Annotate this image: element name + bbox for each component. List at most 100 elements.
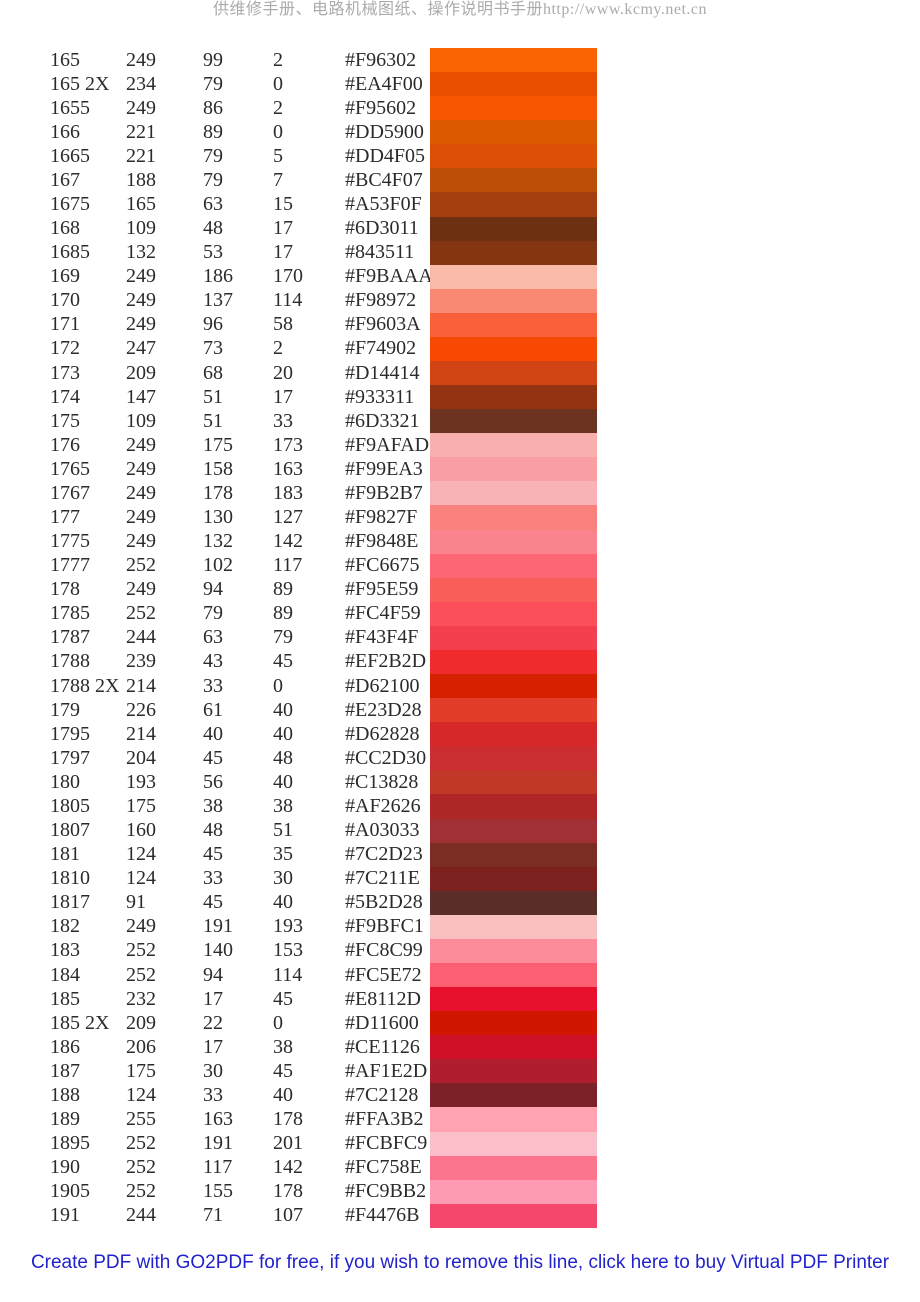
- red-value-cell: 214: [126, 722, 156, 745]
- table-row: 187 175 30 45 #AF1E2D: [50, 1059, 597, 1084]
- pantone-code-cell: 173: [50, 361, 80, 384]
- green-value-cell: 186: [203, 265, 233, 288]
- blue-value-cell: 38: [273, 794, 293, 817]
- table-row: 173 209 68 20 #D14414: [50, 361, 597, 386]
- color-swatch: [430, 1059, 597, 1084]
- red-value-cell: 252: [126, 939, 156, 962]
- go2pdf-footer-link[interactable]: Create PDF with GO2PDF for free, if you …: [30, 1252, 890, 1273]
- pantone-code-cell: 1788: [50, 650, 90, 673]
- blue-value-cell: 45: [273, 650, 293, 673]
- green-value-cell: 158: [203, 457, 233, 480]
- green-value-cell: 191: [203, 915, 233, 938]
- pantone-code-cell: 1905: [50, 1180, 90, 1203]
- hex-value-cell: #E8112D: [345, 987, 421, 1010]
- table-row: 1905 252 155 178 #FC9BB2: [50, 1179, 597, 1204]
- pantone-code-cell: 186: [50, 1035, 80, 1058]
- color-swatch: [430, 842, 597, 867]
- table-row: 185 232 17 45 #E8112D: [50, 987, 597, 1012]
- color-swatch: [430, 866, 597, 891]
- green-value-cell: 45: [203, 891, 223, 914]
- color-swatch: [430, 649, 597, 675]
- hex-value-cell: #EA4F00: [345, 72, 423, 95]
- green-value-cell: 79: [203, 168, 223, 191]
- hex-value-cell: #A03033: [345, 819, 420, 842]
- red-value-cell: 244: [126, 1204, 156, 1227]
- color-swatch: [430, 48, 597, 73]
- blue-value-cell: 45: [273, 987, 293, 1010]
- color-swatch: [430, 674, 597, 699]
- color-swatch: [430, 144, 597, 169]
- red-value-cell: 124: [126, 867, 156, 890]
- red-value-cell: 175: [126, 1059, 156, 1082]
- color-swatch: [430, 1155, 597, 1180]
- red-value-cell: 249: [126, 289, 156, 312]
- pantone-code-cell: 184: [50, 963, 80, 986]
- red-value-cell: 91: [126, 891, 146, 914]
- color-swatch: [430, 698, 597, 723]
- blue-value-cell: 40: [273, 722, 293, 745]
- hex-value-cell: #F4476B: [345, 1204, 420, 1227]
- green-value-cell: 45: [203, 746, 223, 769]
- table-row: 186 206 17 38 #CE1126: [50, 1035, 597, 1060]
- color-swatch: [430, 577, 597, 602]
- blue-value-cell: 38: [273, 1035, 293, 1058]
- green-value-cell: 51: [203, 385, 223, 408]
- table-row: 1895 252 191 201 #FCBFC9: [50, 1131, 597, 1156]
- red-value-cell: 249: [126, 530, 156, 553]
- blue-value-cell: 117: [273, 554, 303, 577]
- table-row: 174 147 51 17 #933311: [50, 385, 597, 410]
- hex-value-cell: #F43F4F: [345, 626, 419, 649]
- hex-value-cell: #F95602: [345, 96, 417, 119]
- table-row: 1805 175 38 38 #AF2626: [50, 794, 597, 819]
- color-swatch: [430, 385, 597, 410]
- table-row: 1807 160 48 51 #A03033: [50, 818, 597, 843]
- table-row: 1777 252 102 117 #FC6675: [50, 553, 597, 578]
- table-row: 1795 214 40 40 #D62828: [50, 722, 597, 747]
- red-value-cell: 244: [126, 626, 156, 649]
- red-value-cell: 252: [126, 554, 156, 577]
- table-row: 1685 132 53 17 #843511: [50, 240, 597, 265]
- color-swatch: [430, 361, 597, 386]
- pantone-code-cell: 171: [50, 313, 80, 336]
- pantone-code-cell: 1785: [50, 602, 90, 625]
- blue-value-cell: 178: [273, 1107, 303, 1130]
- red-value-cell: 204: [126, 746, 156, 769]
- green-value-cell: 73: [203, 337, 223, 360]
- hex-value-cell: #FC5E72: [345, 963, 422, 986]
- green-value-cell: 178: [203, 481, 233, 504]
- hex-value-cell: #CC2D30: [345, 746, 427, 769]
- hex-value-cell: #A53F0F: [345, 193, 422, 215]
- hex-value-cell: #5B2D28: [345, 891, 423, 914]
- blue-value-cell: 40: [273, 770, 293, 793]
- blue-value-cell: 40: [273, 891, 293, 914]
- table-row: 1675 165 63 15 #A53F0F: [50, 192, 597, 217]
- green-value-cell: 96: [203, 313, 223, 336]
- table-row: 168 109 48 17 #6D3011: [50, 216, 597, 241]
- hex-value-cell: #C13828: [345, 770, 419, 793]
- color-swatch: [430, 120, 597, 145]
- color-swatch: [430, 746, 597, 771]
- green-value-cell: 132: [203, 530, 233, 553]
- color-swatch: [430, 505, 597, 530]
- red-value-cell: 221: [126, 144, 156, 167]
- color-swatch: [430, 168, 597, 193]
- pantone-code-cell: 1777: [50, 554, 90, 577]
- hex-value-cell: #D62100: [345, 674, 420, 697]
- red-value-cell: 175: [126, 794, 156, 817]
- red-value-cell: 239: [126, 650, 156, 673]
- red-value-cell: 249: [126, 96, 156, 119]
- table-row: 178 249 94 89 #F95E59: [50, 577, 597, 602]
- pantone-code-cell: 172: [50, 337, 80, 360]
- blue-value-cell: 45: [273, 1059, 293, 1082]
- color-swatch: [430, 1035, 597, 1060]
- green-value-cell: 45: [203, 843, 223, 866]
- hex-value-cell: #F9AFAD: [345, 433, 430, 456]
- green-value-cell: 175: [203, 433, 233, 456]
- green-value-cell: 33: [203, 867, 223, 890]
- hex-value-cell: #FC4F59: [345, 602, 421, 625]
- green-value-cell: 86: [203, 96, 223, 119]
- hex-value-cell: #7C2D23: [345, 843, 423, 866]
- hex-value-cell: #F9BFC1: [345, 915, 424, 938]
- pantone-code-cell: 191: [50, 1204, 80, 1227]
- color-swatch: [430, 987, 597, 1012]
